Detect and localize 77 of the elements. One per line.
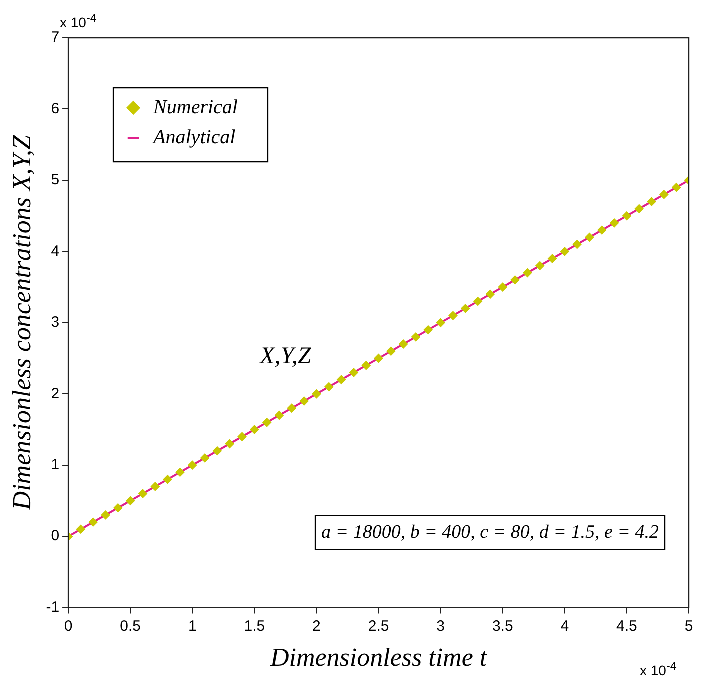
y-tick-label: 0 (51, 528, 60, 545)
point (188, 460, 198, 470)
annotation: X,Y,Z (259, 343, 312, 370)
x-tick-label: 4 (560, 618, 570, 635)
point (523, 268, 532, 278)
point (101, 510, 110, 520)
x-tick-label: 4.5 (616, 618, 638, 635)
legend-label: Analytical (152, 126, 236, 148)
point (498, 282, 508, 292)
text: x 10$^{-4}$ (60, 12, 97, 31)
point (474, 297, 483, 306)
legend-label: Numerical (152, 96, 238, 118)
point (374, 354, 384, 364)
point (176, 468, 185, 477)
point (274, 410, 284, 420)
point (386, 346, 396, 356)
point (114, 504, 123, 513)
x-tick-label: 5 (684, 618, 694, 635)
x-tick-label: 2.5 (368, 618, 390, 635)
point (324, 382, 334, 392)
y-tick-label: 6 (51, 100, 60, 118)
point (622, 212, 632, 221)
point (448, 311, 458, 320)
y-tick-label: -1 (46, 598, 60, 616)
point (560, 247, 570, 256)
point (349, 368, 358, 378)
x-tick-label: 3 (436, 618, 445, 635)
point (510, 276, 520, 285)
point (486, 290, 495, 299)
y-tick-label: 3 (51, 314, 60, 332)
point (250, 425, 260, 434)
point (585, 232, 594, 242)
point (126, 496, 136, 506)
point (536, 261, 545, 270)
point (598, 226, 607, 235)
point (200, 454, 210, 463)
point (424, 326, 433, 335)
x-tick-label: 1.5 (244, 618, 266, 635)
point (163, 475, 172, 484)
y-axis-title: Dimensionless concentrations X,Y,Z (7, 135, 36, 512)
point (399, 340, 408, 349)
x-tick-label: 1 (188, 618, 197, 635)
point (225, 439, 234, 448)
point (138, 489, 148, 498)
point (150, 482, 160, 492)
y-tick-label: 4 (51, 242, 60, 260)
point (610, 218, 620, 228)
point (660, 190, 669, 200)
point (262, 418, 272, 428)
text: x 10$^{-4}$ (640, 660, 677, 679)
point (212, 446, 222, 456)
point (461, 304, 470, 314)
point (362, 361, 371, 370)
x-tick-label: 0 (64, 618, 73, 635)
point (572, 240, 582, 250)
point (411, 332, 420, 342)
y-tick-label: 1 (51, 456, 60, 474)
point (337, 375, 346, 384)
point (548, 254, 557, 264)
y-tick-label: 2 (51, 385, 60, 402)
point (300, 396, 309, 406)
point (76, 524, 86, 534)
x-axis-title: Dimensionless time t (269, 643, 488, 672)
x-tick-label: 0.5 (120, 618, 142, 635)
annotation: a = 18000, b = 400, c = 80, d = 1.5, e = 4.2 (322, 522, 660, 543)
x-tick-label: 3.5 (492, 618, 514, 635)
y-tick-label: 7 (51, 29, 60, 46)
point (88, 518, 98, 527)
x-tick-label: 2 (312, 618, 321, 635)
point (287, 404, 296, 413)
point (634, 204, 644, 214)
point (672, 183, 682, 192)
y-tick-label: 5 (51, 172, 60, 189)
point (436, 318, 446, 328)
point (647, 197, 656, 206)
point (238, 432, 247, 442)
point (312, 390, 322, 399)
